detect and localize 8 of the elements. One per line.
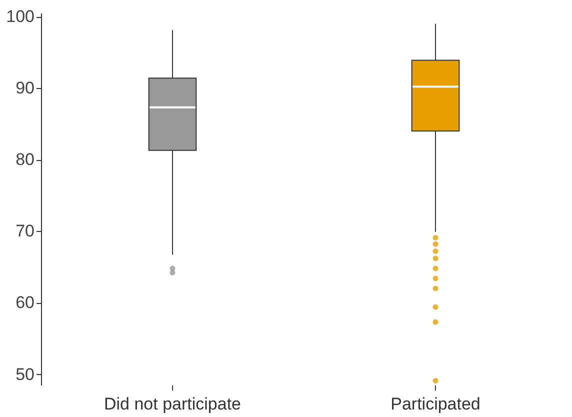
y-tick-label: 100 bbox=[6, 7, 34, 26]
y-tick-label: 70 bbox=[16, 222, 34, 241]
y-tick-label: 90 bbox=[16, 78, 34, 98]
x-tick-label: Did not participate bbox=[104, 394, 242, 414]
y-tick-label: 50 bbox=[16, 364, 34, 384]
y-tick-label: 80 bbox=[16, 150, 34, 170]
x-tick-label: Participated bbox=[390, 394, 480, 414]
y-tick-label: 60 bbox=[16, 293, 34, 312]
